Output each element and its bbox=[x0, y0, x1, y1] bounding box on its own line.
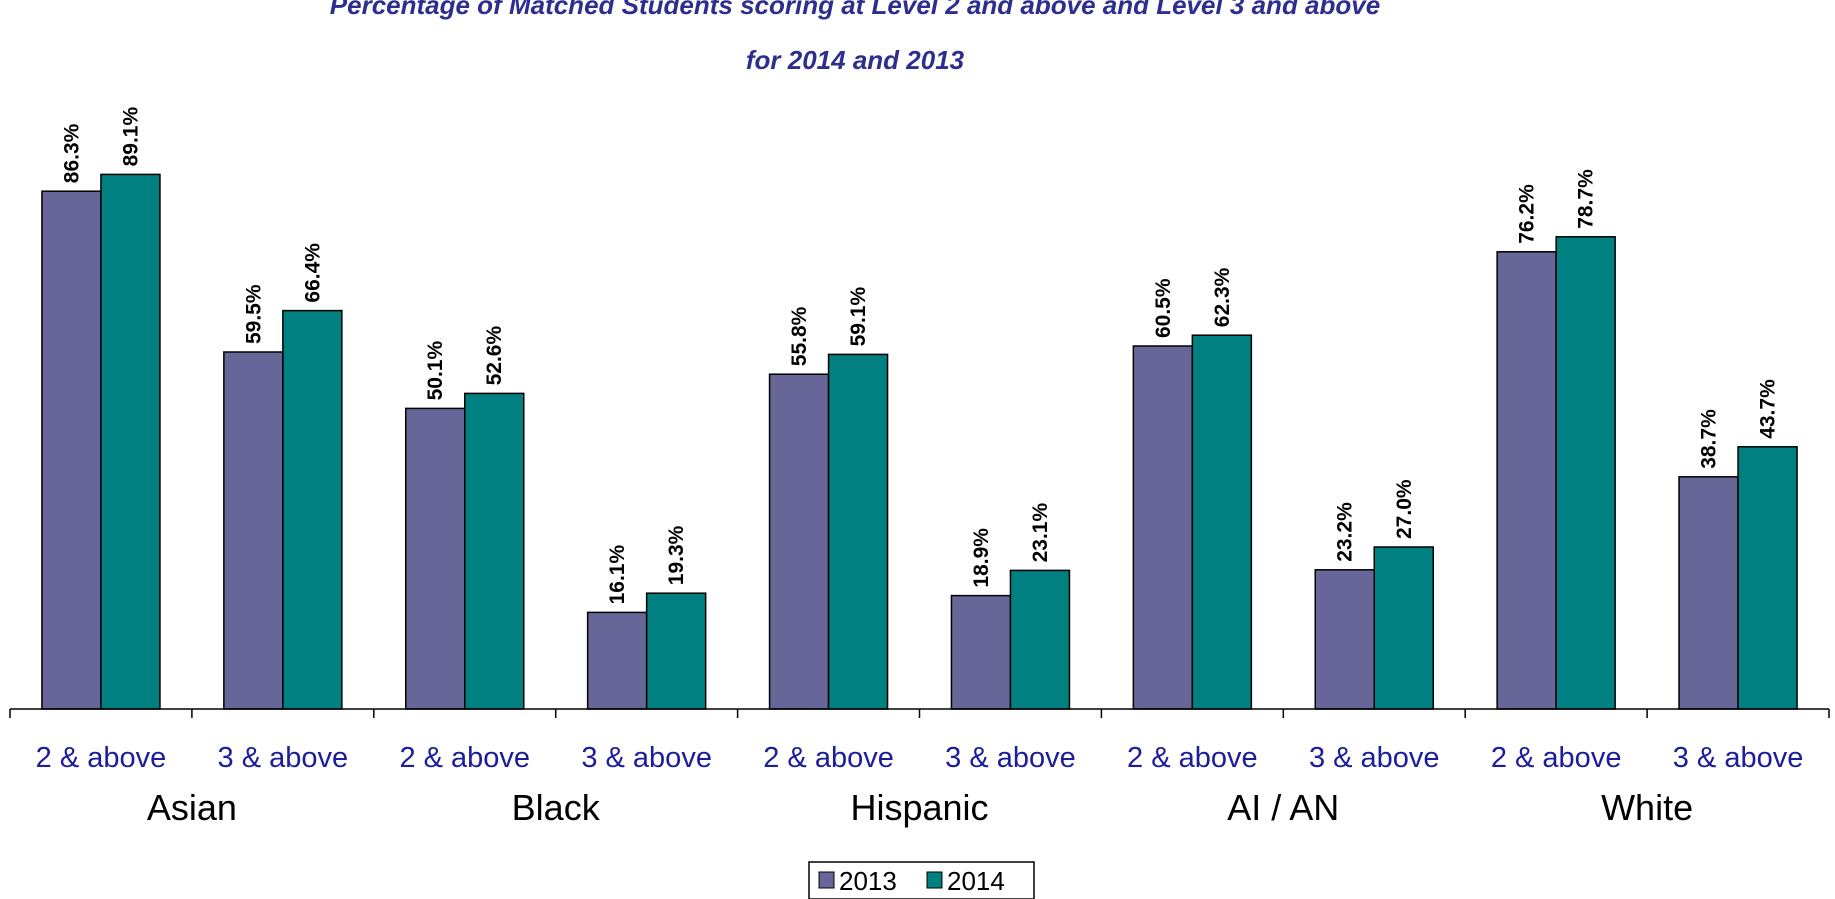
data-label-2014-7: 62.3% bbox=[1211, 267, 1234, 327]
data-label-2013-7: 60.5% bbox=[1152, 278, 1175, 338]
group-label-4: AI / AN bbox=[1227, 787, 1339, 828]
data-label-2014-9: 78.7% bbox=[1575, 169, 1598, 229]
tick-label-5: 2 & above bbox=[763, 742, 894, 774]
legend: 2013 2014 bbox=[808, 861, 1035, 899]
data-label-2014-8: 27.0% bbox=[1393, 479, 1416, 539]
group-label-5: White bbox=[1601, 787, 1693, 828]
bar-2013-4 bbox=[586, 611, 648, 710]
bar-2013-1 bbox=[41, 190, 102, 710]
data-label-2014-5: 59.1% bbox=[847, 287, 870, 347]
tick-label-2: 3 & above bbox=[218, 742, 349, 774]
bar-2013-10 bbox=[1678, 476, 1739, 710]
bars-layer: 86.3% 89.1% 59.5% 66.4% 50.1% 52.6% 16.1% 19.3%… bbox=[41, 107, 1798, 710]
legend-swatch-2013 bbox=[818, 871, 835, 889]
tick-label-4: 3 & above bbox=[581, 742, 712, 774]
legend-box bbox=[808, 861, 1035, 899]
bar-2014-7 bbox=[1191, 334, 1253, 710]
bar-2014-3 bbox=[464, 392, 525, 710]
data-label-2013-6: 18.9% bbox=[970, 528, 993, 588]
tick-label-6: 3 & above bbox=[945, 742, 1076, 774]
bar-2014-10 bbox=[1737, 446, 1798, 710]
chart-subtitle: for 2014 and 2013 bbox=[746, 45, 965, 75]
data-label-2013-4: 16.1% bbox=[606, 545, 629, 605]
bar-2013-6 bbox=[950, 594, 1012, 710]
group-label-3: Hispanic bbox=[850, 787, 988, 828]
tick-label-8: 3 & above bbox=[1309, 742, 1440, 774]
bar-2014-9 bbox=[1555, 236, 1616, 710]
data-label-2013-10: 38.7% bbox=[1698, 409, 1721, 469]
bar-2013-5 bbox=[768, 373, 830, 710]
bar-2013-7 bbox=[1132, 345, 1194, 710]
data-label-2014-3: 52.6% bbox=[483, 326, 506, 386]
bar-2014-8 bbox=[1373, 546, 1434, 710]
legend-label-2013: 2013 bbox=[839, 866, 897, 896]
bar-2013-8 bbox=[1314, 569, 1375, 710]
data-label-2013-1: 86.3% bbox=[60, 123, 83, 183]
data-label-2014-4: 19.3% bbox=[665, 525, 688, 585]
data-label-2013-3: 50.1% bbox=[424, 341, 447, 401]
tick-label-9: 2 & above bbox=[1491, 742, 1622, 774]
tick-label-7: 2 & above bbox=[1127, 742, 1258, 774]
bar-2014-2 bbox=[282, 309, 343, 710]
tick-label-3: 2 & above bbox=[399, 742, 530, 774]
x-axis bbox=[9, 708, 1830, 718]
data-label-2013-9: 76.2% bbox=[1516, 184, 1539, 244]
bar-2013-9 bbox=[1496, 251, 1557, 710]
data-label-2013-8: 23.2% bbox=[1334, 502, 1357, 562]
chart-title: Percentage of Matched Students scoring a… bbox=[330, 0, 1380, 20]
bar-2013-2 bbox=[223, 351, 284, 710]
group-labels: Asian Black Hispanic AI / AN White bbox=[147, 787, 1693, 828]
bar-2014-4 bbox=[645, 592, 707, 710]
tick-label-10: 3 & above bbox=[1673, 742, 1804, 774]
legend-label-2014: 2014 bbox=[947, 866, 1005, 896]
data-label-2014-6: 23.1% bbox=[1029, 503, 1052, 563]
data-label-2013-2: 59.5% bbox=[242, 284, 265, 344]
bar-2013-3 bbox=[405, 407, 466, 710]
bar-2014-1 bbox=[100, 173, 161, 710]
tick-label-1: 2 & above bbox=[36, 742, 167, 774]
data-label-2014-2: 66.4% bbox=[301, 243, 324, 303]
data-label-2014-1: 89.1% bbox=[119, 107, 142, 167]
bar-2014-5 bbox=[827, 353, 889, 710]
data-label-2013-5: 55.8% bbox=[788, 306, 811, 366]
data-label-2014-10: 43.7% bbox=[1757, 379, 1780, 439]
group-label-1: Asian bbox=[147, 787, 237, 828]
legend-swatch-2014 bbox=[926, 871, 943, 889]
group-label-2: Black bbox=[512, 787, 601, 828]
bar-2014-6 bbox=[1009, 569, 1071, 710]
category-labels: 2 & above 3 & above 2 & above 3 & above 2 & … bbox=[36, 742, 1804, 774]
